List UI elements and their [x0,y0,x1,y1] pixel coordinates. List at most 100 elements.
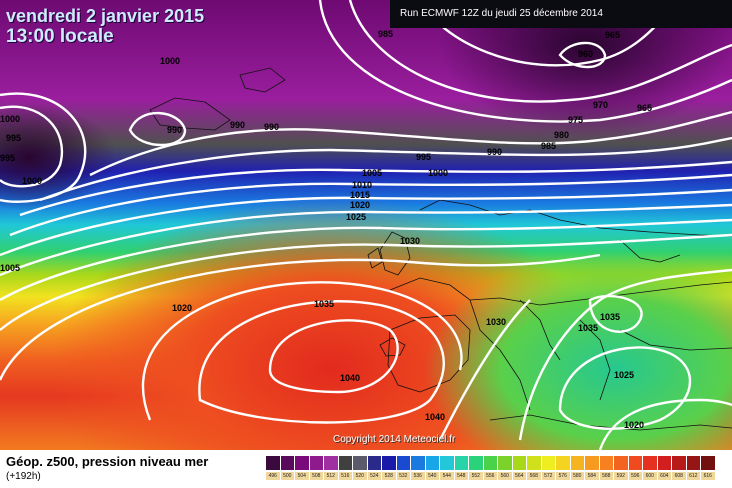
isobar-label: 1035 [600,312,620,322]
legend-value: 580 [570,472,585,480]
isobar-label: 1035 [578,323,598,333]
legend-value: 504 [295,472,310,480]
legend-value: 520 [353,472,368,480]
isobar-label: 990 [230,120,245,130]
forecast-time: 13:00 locale [6,26,114,47]
isobar-label: 1020 [350,200,370,210]
legend-swatch [585,456,600,470]
coastlines [149,67,732,431]
legend-value: 560 [498,472,513,480]
legend-swatch [672,456,687,470]
isobar-label: 1000 [22,176,42,186]
legend-value: 568 [527,472,542,480]
isobar-label: 1020 [624,420,644,430]
legend-value: 604 [657,472,672,480]
legend-swatch [338,456,353,470]
legend-swatch [541,456,556,470]
legend-swatch [440,456,455,470]
legend-swatch [396,456,411,470]
legend-swatch [353,456,368,470]
legend-value: 540 [425,472,440,480]
legend-value: 612 [686,472,701,480]
legend-value: 544 [440,472,455,480]
isobar-label: 1010 [352,180,372,190]
legend-value: 536 [411,472,426,480]
legend-value: 596 [628,472,643,480]
legend-swatch [454,456,469,470]
isobars [0,0,732,450]
legend-swatch [425,456,440,470]
legend-swatch [512,456,527,470]
isobar-label: 995 [6,133,21,143]
weather-map: 985 960 965 965 970 975 980 985 990 995 … [0,0,732,450]
isobar-label: 980 [554,130,569,140]
isobar-label: 990 [487,147,502,157]
isobar-label: 1005 [0,263,20,273]
isobar-label: 990 [264,122,279,132]
isobar-label: 975 [568,115,583,125]
color-legend [266,456,716,474]
copyright-notice: Copyright 2014 Meteociel.fr [333,434,456,445]
legend-value: 532 [396,472,411,480]
isobar-labels: 985 960 965 965 970 975 980 985 990 995 … [0,29,652,430]
isobar-label: 1025 [346,212,366,222]
legend-value: 556 [483,472,498,480]
legend-value: 608 [672,472,687,480]
legend-labels: 496 500 504 508 512 516 520 524 528 532 536 540 544 5… [266,472,716,480]
legend-swatch [295,456,310,470]
legend-value: 584 [585,472,600,480]
forecast-offset: (+192h) [6,471,41,482]
map-canvas: 985 960 965 965 970 975 980 985 990 995 … [0,0,732,450]
legend-value: 524 [367,472,382,480]
legend-value: 500 [280,472,295,480]
legend-value: 572 [541,472,556,480]
legend-swatch [643,456,658,470]
legend-swatch [556,456,571,470]
isobar-label: 1030 [486,317,506,327]
legend-swatch [599,456,614,470]
legend-value: 552 [469,472,484,480]
legend-value: 616 [701,472,716,480]
legend-swatch [686,456,701,470]
isobar-label: 1005 [362,168,382,178]
legend-value: 496 [266,472,281,480]
legend-value: 516 [338,472,353,480]
legend-value: 564 [512,472,527,480]
isobar-label: 1020 [172,303,192,313]
legend-swatch [483,456,498,470]
model-run-label: Run ECMWF 12Z du jeudi 25 décembre 2014 [390,0,732,28]
legend-swatch [570,456,585,470]
forecast-header: vendredi 2 janvier 2015 13:00 locale [6,6,204,48]
isobar-label: 1000 [428,168,448,178]
legend-value: 588 [599,472,614,480]
legend-swatch [280,456,295,470]
legend-value: 508 [309,472,324,480]
legend-swatch [324,456,339,470]
legend-value: 512 [324,472,339,480]
legend-value: 548 [454,472,469,480]
isobar-label: 960 [578,49,593,59]
legend-swatch [527,456,542,470]
isobar-label: 995 [0,153,15,163]
legend-swatch [367,456,382,470]
isobar-label: 1030 [400,236,420,246]
isobar-label: 1000 [0,114,20,124]
isobar-label: 1015 [350,190,370,200]
legend-swatch [614,456,629,470]
legend-swatch [266,456,281,470]
legend-value: 600 [643,472,658,480]
legend-swatch [657,456,672,470]
legend-value: 528 [382,472,397,480]
isobar-label: 1025 [614,370,634,380]
isobar-label: 985 [378,29,393,39]
legend-value: 592 [614,472,629,480]
legend-swatch [701,456,716,470]
legend-swatch [309,456,324,470]
isobar-label: 995 [416,152,431,162]
forecast-date: vendredi 2 janvier 2015 [6,6,205,26]
isobar-label: 1040 [340,373,360,383]
legend-swatch [469,456,484,470]
isobar-label: 965 [637,103,652,113]
footer-title: Géop. z500, pression niveau mer [6,454,209,469]
isobar-label: 965 [605,30,620,40]
